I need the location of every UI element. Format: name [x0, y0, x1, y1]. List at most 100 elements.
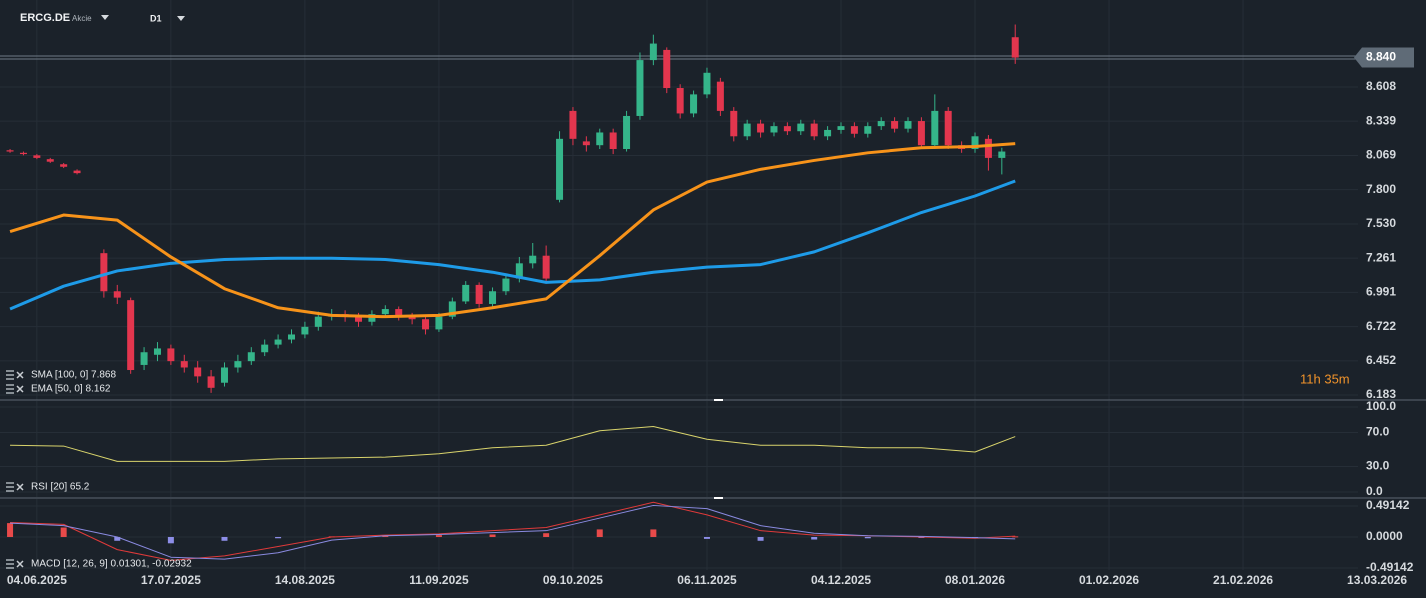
- macd-histogram-bar: [60, 527, 67, 537]
- candle-body: [274, 339, 282, 345]
- macd-histogram-bar: [275, 536, 282, 539]
- y-tick-label: 6.183: [1366, 387, 1396, 401]
- candle-body: [6, 150, 14, 152]
- y-tick-label: 70.0: [1366, 425, 1390, 439]
- legend-label: MACD [12, 26, 9] 0.01301, -0.02932: [31, 559, 192, 570]
- candle-body: [261, 344, 269, 353]
- x-tick-label: 13.03.2026: [1347, 573, 1407, 587]
- candle-body: [113, 291, 121, 298]
- candle-body: [33, 155, 41, 158]
- indicator-line: [9, 142, 1016, 319]
- candle-body: [489, 291, 497, 304]
- candle-body: [569, 110, 577, 139]
- rsi-line: [10, 426, 1016, 462]
- candle-body: [582, 141, 590, 146]
- candle-body: [837, 126, 845, 130]
- macd-line: [10, 504, 1016, 560]
- candle-body: [395, 309, 403, 317]
- y-tick-label: 6.991: [1366, 285, 1396, 299]
- grid-layer: [0, 0, 1358, 570]
- candle-body: [127, 300, 135, 371]
- timeframe-dropdown[interactable]: [177, 16, 185, 21]
- y-tick-label: 7.800: [1366, 182, 1396, 196]
- candle-body: [743, 123, 751, 137]
- candle-body: [100, 253, 108, 292]
- candle-body: [207, 376, 215, 388]
- legend-close-icon[interactable]: [16, 483, 24, 491]
- candle-body: [770, 126, 778, 133]
- candle-body: [515, 263, 523, 279]
- legend-label: RSI [20] 65.2: [31, 482, 90, 493]
- candle-body: [757, 123, 765, 133]
- candle-body: [301, 326, 309, 335]
- candle-body: [917, 121, 925, 146]
- candle-body: [877, 121, 885, 127]
- macd-histogram-bar: [114, 536, 121, 541]
- candle-body: [703, 72, 711, 95]
- macd-histogram-bar: [650, 529, 657, 537]
- x-tick-label: 21.02.2026: [1213, 573, 1273, 587]
- candle-body: [850, 126, 858, 134]
- y-tick-label: 8.339: [1366, 113, 1396, 127]
- candle-body: [716, 81, 724, 111]
- x-tick-label: 04.12.2025: [811, 573, 871, 587]
- macd-histogram-bar: [167, 536, 174, 544]
- candle-body: [904, 121, 912, 129]
- macd-histogram-bar: [811, 536, 818, 540]
- macd-histogram-bar: [7, 523, 14, 537]
- candle-body: [408, 316, 416, 320]
- candle-body: [19, 152, 27, 155]
- macd-histogram-bar: [221, 536, 228, 541]
- y-tick-label: 100.0: [1366, 399, 1396, 413]
- candle-body: [529, 255, 537, 264]
- candle-body: [596, 132, 604, 146]
- candle-body: [971, 136, 979, 149]
- macd-histogram-bar: [864, 536, 871, 539]
- candle-body: [690, 94, 698, 114]
- candle-body: [314, 316, 322, 327]
- candle-body: [944, 110, 952, 146]
- candle-body: [864, 126, 872, 134]
- legend-label: SMA [100, 0] 7.868: [31, 370, 116, 381]
- symbol[interactable]: ERCG.DE: [20, 12, 70, 24]
- legend-settings-icon[interactable]: [6, 559, 14, 569]
- candle-body: [824, 129, 832, 137]
- candle-body: [287, 334, 295, 340]
- y-tick-label: 7.261: [1366, 250, 1396, 264]
- candle-body: [234, 361, 242, 368]
- y-tick-label: 0.0000: [1366, 529, 1403, 543]
- y-tick-label: 8.840: [1366, 50, 1396, 64]
- legend-label: EMA [50, 0] 8.162: [31, 384, 111, 395]
- candle-body: [502, 278, 510, 292]
- legend-close-icon[interactable]: [16, 560, 24, 568]
- legend-close-icon[interactable]: [16, 385, 24, 393]
- macd-histogram-bar: [596, 529, 603, 537]
- candle-body: [636, 60, 644, 116]
- candle-body: [448, 301, 456, 317]
- y-tick-label: 0.0: [1366, 484, 1383, 498]
- candle-body: [1011, 37, 1019, 58]
- legend-close-icon[interactable]: [16, 371, 24, 379]
- pane-handle[interactable]: [714, 497, 723, 499]
- candle-body: [556, 138, 564, 200]
- y-tick-label: 8.069: [1366, 148, 1396, 162]
- candle-body: [140, 352, 148, 365]
- timeframe[interactable]: D1: [150, 13, 162, 23]
- instrument-type: Akcie: [72, 14, 92, 23]
- candle-body: [368, 314, 376, 322]
- legend-settings-icon[interactable]: [6, 370, 14, 380]
- x-tick-label: 06.11.2025: [677, 573, 737, 587]
- candle-body: [355, 316, 363, 322]
- pane-handle[interactable]: [714, 399, 723, 401]
- legend-settings-icon[interactable]: [6, 384, 14, 394]
- candle-body: [891, 121, 899, 129]
- macd-histogram-bar: [435, 535, 442, 537]
- symbol-dropdown[interactable]: [101, 15, 109, 20]
- legend-settings-icon[interactable]: [6, 482, 14, 492]
- candle-body: [153, 348, 161, 355]
- candle-body: [623, 115, 631, 149]
- candle-body: [998, 151, 1006, 158]
- candle-body: [422, 319, 430, 330]
